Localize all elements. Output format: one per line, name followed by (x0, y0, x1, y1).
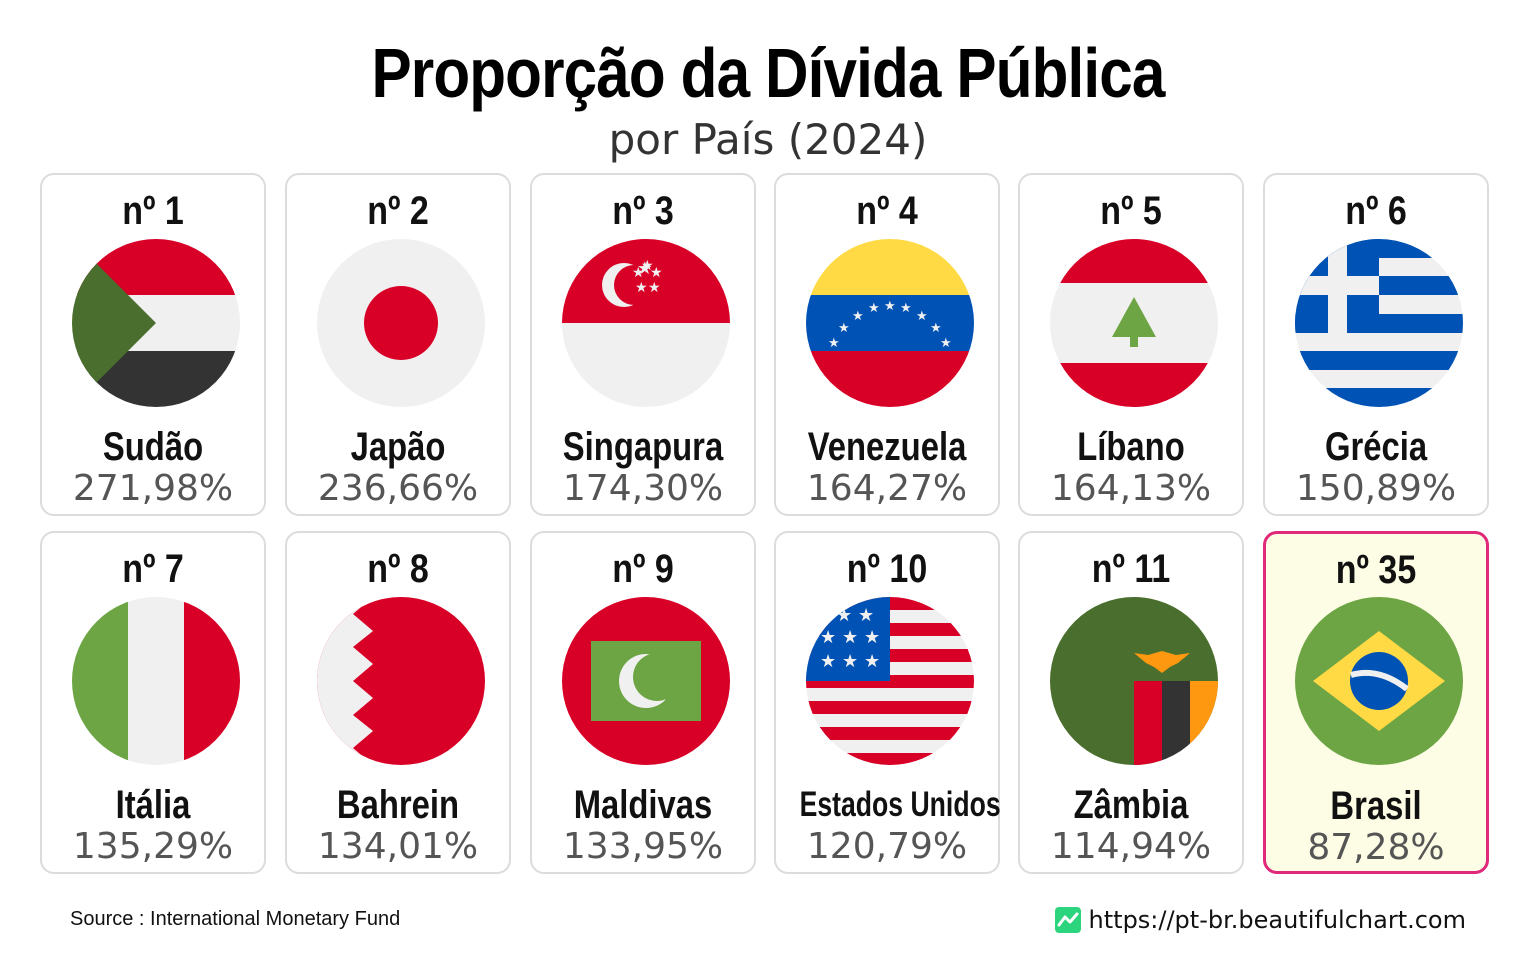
svg-text:★: ★ (650, 265, 663, 281)
svg-text:★: ★ (648, 280, 661, 296)
debt-value: 134,01% (317, 826, 479, 867)
svg-text:★: ★ (632, 265, 645, 281)
rank-label: nº 4 (856, 189, 918, 233)
country-card: nº 7 Itália 135,29% (40, 531, 266, 874)
svg-text:★: ★ (842, 627, 858, 648)
rank-label: nº 10 (846, 547, 928, 591)
country-name: Brasil (1330, 784, 1422, 828)
svg-text:★: ★ (916, 309, 928, 324)
country-name: Zâmbia (1073, 783, 1189, 827)
svg-text:★: ★ (820, 627, 836, 648)
svg-text:★: ★ (635, 280, 648, 296)
usa-flag-icon: ★ ★ ★ ★ ★ ★ ★ ★ (806, 597, 974, 765)
debt-value: 135,29% (72, 826, 234, 867)
debt-value: 133,95% (562, 826, 724, 867)
svg-text:★: ★ (842, 651, 858, 672)
svg-text:★: ★ (864, 627, 880, 648)
rank-label: nº 7 (122, 547, 184, 591)
country-name: Estados Unidos (799, 785, 1001, 824)
rank-label: nº 8 (367, 547, 429, 591)
debt-value: 87,28% (1307, 827, 1445, 868)
rank-label: nº 2 (367, 189, 429, 233)
singapore-flag-icon: ★ ★ ★ ★ ★ (562, 239, 730, 407)
country-name: Grécia (1324, 425, 1428, 469)
country-card: nº 4 ★ ★ ★ ★ ★ ★ ★ ★ ★ Venezuela 164,27% (774, 173, 1000, 516)
country-card: nº 5 Líbano 164,13% (1018, 173, 1244, 516)
rank-label: nº 5 (1100, 189, 1162, 233)
svg-text:★: ★ (641, 258, 654, 274)
country-name: Bahrein (336, 783, 460, 827)
rank-label: nº 35 (1335, 548, 1417, 592)
svg-text:★: ★ (884, 299, 896, 314)
country-name: Japão (350, 425, 446, 469)
country-card: nº 2 Japão 236,66% (285, 173, 511, 516)
country-card: nº 11 Zâmbia 114,94% (1018, 531, 1244, 874)
website-url[interactable]: https://pt-br.beautifulchart.com (1088, 906, 1466, 934)
svg-text:★: ★ (820, 651, 836, 672)
svg-text:★: ★ (852, 309, 864, 324)
country-name: Líbano (1077, 425, 1185, 469)
japan-flag-icon (317, 239, 485, 407)
country-card: nº 1 Sudão 271,98% (40, 173, 266, 516)
svg-text:★: ★ (858, 605, 874, 626)
rank-label: nº 1 (122, 189, 184, 233)
country-name: Sudão (102, 425, 204, 469)
svg-text:★: ★ (828, 336, 840, 351)
country-card: nº 10 ★ ★ ★ ★ ★ ★ ★ ★ Estados Unidos 120,79% (774, 531, 1001, 874)
svg-text:★: ★ (838, 321, 850, 336)
highlighted-country-card: nº 35 Brasil 87,28% (1263, 531, 1489, 874)
maldives-flag-icon (562, 597, 730, 765)
debt-value: 164,13% (1050, 468, 1212, 509)
country-name: Venezuela (807, 425, 967, 469)
debt-value: 271,98% (72, 468, 234, 509)
svg-text:★: ★ (940, 336, 952, 351)
country-card: nº 6 Grécia 150,89% (1263, 173, 1489, 516)
country-card: nº 3 ★ ★ ★ ★ ★ Singapura 174,30% (530, 173, 756, 516)
country-card: nº 8 Bahrein 134,01% (285, 531, 511, 874)
source-note: Source : International Monetary Fund (70, 908, 401, 930)
svg-text:★: ★ (864, 651, 880, 672)
rank-label: nº 3 (612, 189, 674, 233)
zambia-flag-icon (1050, 597, 1218, 765)
greece-flag-icon (1295, 239, 1463, 407)
sudan-flag-icon (72, 239, 240, 407)
svg-text:★: ★ (930, 321, 942, 336)
debt-value: 236,66% (317, 468, 479, 509)
debt-value: 120,79% (806, 826, 968, 867)
country-name: Maldivas (573, 783, 713, 827)
svg-text:★: ★ (900, 301, 912, 316)
debt-value: 164,27% (806, 468, 968, 509)
svg-text:★: ★ (836, 605, 852, 626)
venezuela-flag-icon: ★ ★ ★ ★ ★ ★ ★ ★ ★ (806, 239, 974, 407)
debt-value: 174,30% (562, 468, 724, 509)
brazil-flag-icon (1295, 597, 1463, 765)
chart-title: Proporção da Dívida Pública (371, 34, 1165, 112)
lebanon-flag-icon (1050, 239, 1218, 407)
italy-flag-icon (72, 597, 240, 765)
svg-text:★: ★ (868, 301, 880, 316)
debt-value: 150,89% (1295, 468, 1457, 509)
country-card: nº 9 Maldivas 133,95% (530, 531, 756, 874)
country-name: Singapura (562, 425, 724, 469)
country-name: Itália (115, 783, 191, 827)
bahrain-flag-icon (317, 597, 485, 765)
chart-subtitle: por País (2024) (608, 115, 928, 164)
rank-label: nº 11 (1091, 547, 1171, 591)
chart-logo-icon (1054, 907, 1081, 933)
debt-value: 114,94% (1050, 826, 1212, 867)
rank-label: nº 9 (612, 547, 674, 591)
website-link[interactable]: https://pt-br.beautifulchart.com (1054, 906, 1466, 934)
rank-label: nº 6 (1345, 189, 1407, 233)
